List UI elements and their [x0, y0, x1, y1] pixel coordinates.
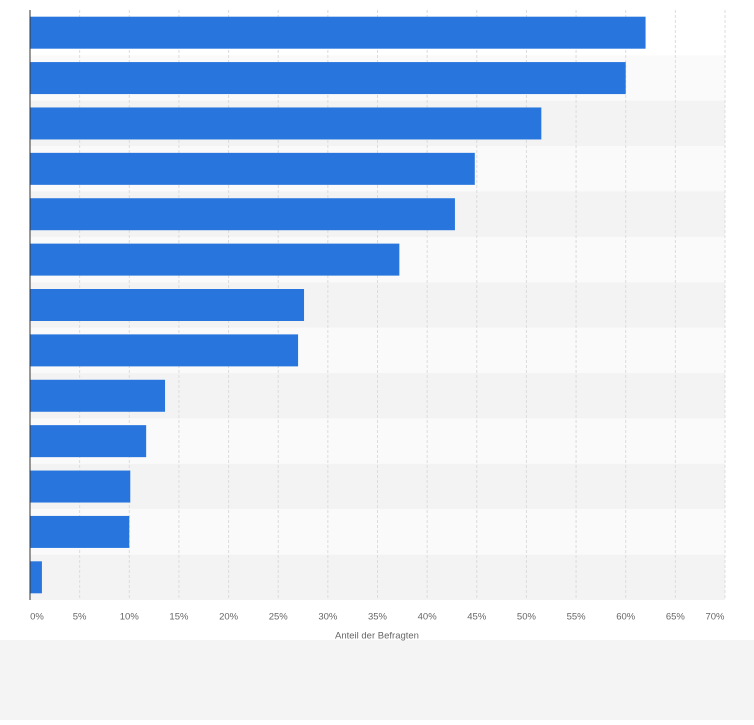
x-tick-label: 5% — [73, 612, 87, 623]
x-tick-label: 0% — [30, 612, 44, 623]
x-tick-label: 25% — [269, 612, 289, 623]
x-tick-label: 55% — [567, 612, 587, 623]
x-tick-label: 15% — [169, 612, 189, 623]
bar — [30, 334, 299, 367]
bar — [30, 243, 400, 276]
bar — [30, 425, 147, 458]
bar — [30, 379, 166, 412]
x-tick-label: 50% — [517, 612, 537, 623]
bar — [30, 289, 305, 321]
footer-band — [0, 640, 754, 720]
bar — [30, 152, 475, 185]
x-tick-label: 30% — [318, 612, 338, 623]
bar — [30, 16, 646, 49]
bar — [30, 198, 455, 231]
x-tick-label: 40% — [418, 612, 438, 623]
x-tick-label: 10% — [120, 612, 140, 623]
x-tick-label: 20% — [219, 612, 239, 623]
x-tick-label: 35% — [368, 612, 388, 623]
x-tick-label: 65% — [666, 612, 686, 623]
x-tick-label: 45% — [467, 612, 487, 623]
x-axis-label: Anteil der Befragten — [335, 631, 419, 642]
bar — [30, 470, 131, 503]
bar — [30, 515, 130, 548]
bar — [30, 561, 42, 594]
x-tick-label: 70% — [705, 612, 725, 623]
x-tick-label: 60% — [616, 612, 636, 623]
bar — [30, 62, 626, 95]
bar — [30, 107, 542, 140]
